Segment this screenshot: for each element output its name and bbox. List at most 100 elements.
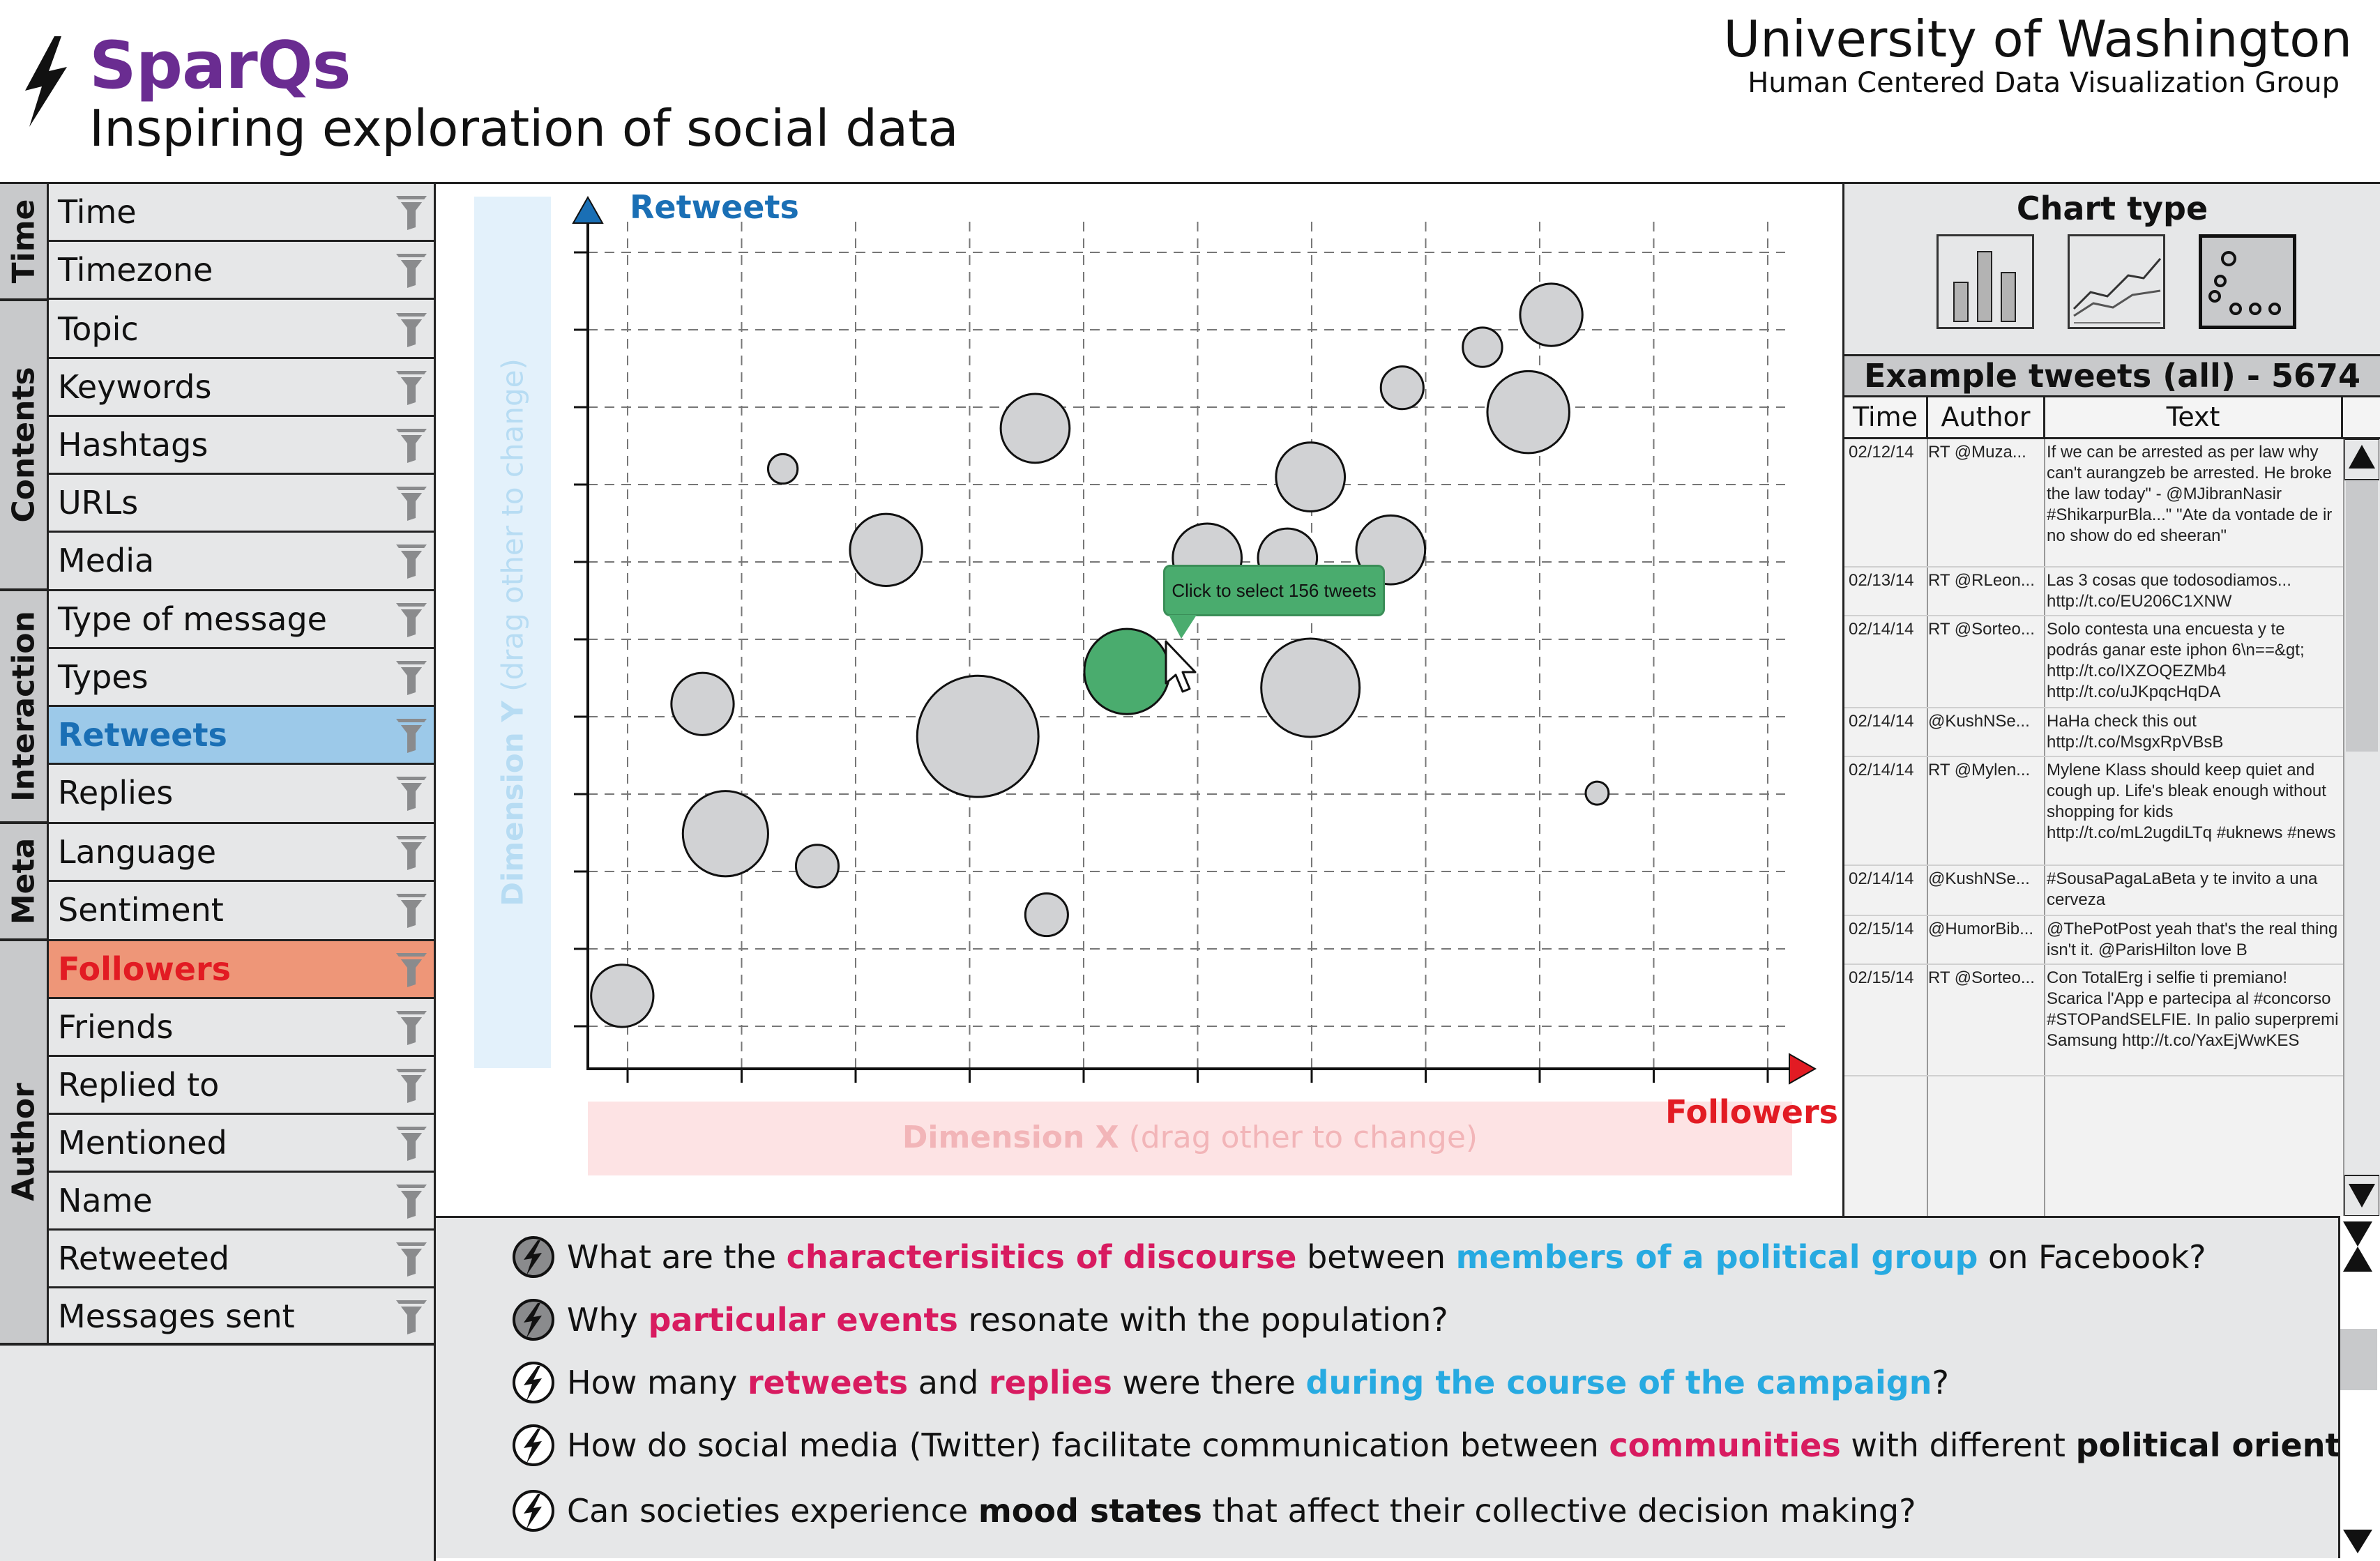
x-axis-title: Followers — [1665, 1093, 1839, 1131]
dimension-x-hint: (drag other to change) — [1119, 1120, 1478, 1155]
field-replied-to[interactable]: Replied to — [49, 1057, 434, 1115]
field-topic[interactable]: Topic — [49, 301, 434, 359]
tweet-row[interactable]: 02/14/14 RT @Mylen... Mylene Klass shoul… — [1844, 757, 2343, 866]
field-types[interactable]: Types — [49, 649, 434, 707]
field-friends[interactable]: Friends — [49, 999, 434, 1057]
chart-type-title: Chart type — [2016, 190, 2208, 227]
column-header-text[interactable]: Text — [2045, 397, 2343, 437]
tweet-author: RT @Sorteo... — [1928, 620, 2035, 639]
tweet-row[interactable]: 02/14/14 @KushNSe... HaHa check this out… — [1844, 708, 2343, 757]
column-header-time[interactable]: Time — [1844, 397, 1928, 437]
funnel-icon[interactable] — [395, 1067, 428, 1104]
tweet-row[interactable]: 02/15/14 @HumorBib... @ThePotPost yeah t… — [1844, 916, 2343, 965]
funnel-icon[interactable] — [395, 1125, 428, 1162]
group-tab-author[interactable]: Author — [0, 941, 49, 1346]
data-bubble[interactable] — [1379, 365, 1425, 411]
dimension-y-title: Dimension Y — [495, 701, 530, 906]
data-bubble[interactable] — [1486, 370, 1570, 455]
tweet-text: Solo contesta una encuesta y te podrás g… — [2047, 620, 2305, 701]
tweets-scrollbar[interactable] — [2343, 439, 2380, 1217]
funnel-icon[interactable] — [395, 542, 428, 580]
field-urls[interactable]: URLs — [49, 475, 434, 533]
question-highlight: retweets — [747, 1364, 909, 1401]
funnel-icon[interactable] — [395, 1009, 428, 1046]
question-text: What are the characterisitics of discour… — [567, 1229, 2206, 1285]
funnel-icon[interactable] — [395, 601, 428, 639]
data-bubble[interactable] — [849, 512, 923, 587]
funnel-icon[interactable] — [395, 252, 428, 289]
group-tab-interaction[interactable]: Interaction — [0, 591, 49, 824]
question-fragment: with different — [1840, 1426, 2076, 1464]
data-bubble[interactable] — [766, 452, 799, 485]
tweet-row[interactable]: 02/13/14 RT @RLeon... Las 3 cosas que to… — [1844, 568, 2343, 616]
tweet-row[interactable]: 02/14/14 RT @Sorteo... Solo contesta una… — [1844, 616, 2343, 708]
funnel-icon[interactable] — [395, 892, 428, 929]
group-tab-time[interactable]: Time — [0, 184, 49, 301]
funnel-icon[interactable] — [395, 834, 428, 871]
data-bubble[interactable] — [916, 674, 1040, 798]
funnel-icon[interactable] — [395, 659, 428, 696]
chart-type-bar-button[interactable] — [1936, 234, 2034, 329]
data-bubble[interactable] — [794, 844, 840, 889]
group-tab-contents[interactable]: Contents — [0, 301, 49, 591]
chart-type-scatter-button[interactable] — [2199, 234, 2296, 329]
data-bubble[interactable] — [1260, 637, 1361, 738]
line-chart-icon — [2072, 258, 2162, 323]
field-label: URLs — [58, 484, 139, 521]
tweet-row[interactable]: 02/12/14 RT @Muza... If we can be arrest… — [1844, 439, 2343, 568]
field-language[interactable]: Language — [49, 824, 434, 882]
funnel-icon[interactable] — [395, 1240, 428, 1278]
chart-type-line-button[interactable] — [2068, 234, 2165, 329]
data-bubble[interactable] — [1462, 326, 1503, 368]
field-mentioned[interactable]: Mentioned — [49, 1115, 434, 1173]
group-tab-meta[interactable]: Meta — [0, 824, 49, 941]
tweet-row[interactable]: 02/15/14 RT @Sorteo... Con TotalErg i se… — [1844, 965, 2343, 1076]
questions-scrollbar[interactable] — [2338, 1216, 2377, 1558]
data-bubble[interactable] — [1275, 441, 1347, 512]
funnel-icon[interactable] — [395, 1182, 428, 1220]
funnel-icon[interactable] — [395, 1298, 428, 1336]
field-keywords[interactable]: Keywords — [49, 359, 434, 417]
funnel-icon[interactable] — [395, 427, 428, 464]
data-bubble[interactable] — [681, 790, 769, 878]
field-name[interactable]: Name — [49, 1173, 434, 1231]
dimension-y-dropzone[interactable]: Dimension Y (drag other to change) — [474, 197, 551, 1068]
funnel-icon[interactable] — [395, 369, 428, 406]
field-replies[interactable]: Replies — [49, 765, 434, 824]
data-bubble[interactable] — [670, 671, 735, 736]
funnel-icon[interactable] — [395, 717, 428, 754]
funnel-icon[interactable] — [395, 951, 428, 989]
data-bubble[interactable] — [999, 393, 1071, 464]
scroll-down-arrow-icon — [2343, 1530, 2372, 1553]
example-tweets-title: Example tweets (all) - 5674 — [1844, 354, 2380, 397]
funnel-icon[interactable] — [395, 311, 428, 349]
funnel-icon[interactable] — [395, 194, 428, 231]
data-bubble[interactable] — [1024, 892, 1069, 938]
field-time[interactable]: Time — [49, 184, 434, 242]
field-messages-sent[interactable]: Messages sent — [49, 1288, 434, 1346]
group-label-contents: Contents — [6, 367, 41, 523]
field-followers[interactable]: Followers — [49, 941, 434, 999]
field-sentiment[interactable]: Sentiment — [49, 882, 434, 941]
select-tweets-tooltip[interactable]: Click to select 156 tweets — [1163, 565, 1385, 616]
funnel-icon[interactable] — [395, 775, 428, 812]
tweet-text: @ThePotPost yeah that's the real thing i… — [2047, 920, 2338, 959]
dimension-x-dropzone[interactable]: Dimension X (drag other to change) — [588, 1102, 1792, 1175]
field-retweets[interactable]: Retweets — [49, 707, 434, 765]
scroll-thumb[interactable] — [2340, 1329, 2377, 1390]
field-label: Keywords — [58, 368, 212, 406]
tweet-author: RT @Muza... — [1928, 443, 2026, 462]
data-bubble[interactable] — [590, 964, 655, 1028]
column-header-author[interactable]: Author — [1928, 397, 2045, 437]
data-bubble[interactable] — [1584, 780, 1610, 806]
field-type-of-message[interactable]: Type of message — [49, 591, 434, 649]
scatter-chart-icon — [2208, 251, 2281, 315]
field-timezone[interactable]: Timezone — [49, 242, 434, 300]
funnel-icon[interactable] — [395, 485, 428, 522]
field-media[interactable]: Media — [49, 533, 434, 591]
selected-bubble[interactable] — [1083, 627, 1171, 715]
tweet-row[interactable]: 02/14/14 @KushNSe... #SousaPagaLaBeta y … — [1844, 866, 2343, 916]
data-bubble[interactable] — [1519, 282, 1584, 347]
field-hashtags[interactable]: Hashtags — [49, 417, 434, 475]
field-retweeted[interactable]: Retweeted — [49, 1231, 434, 1288]
